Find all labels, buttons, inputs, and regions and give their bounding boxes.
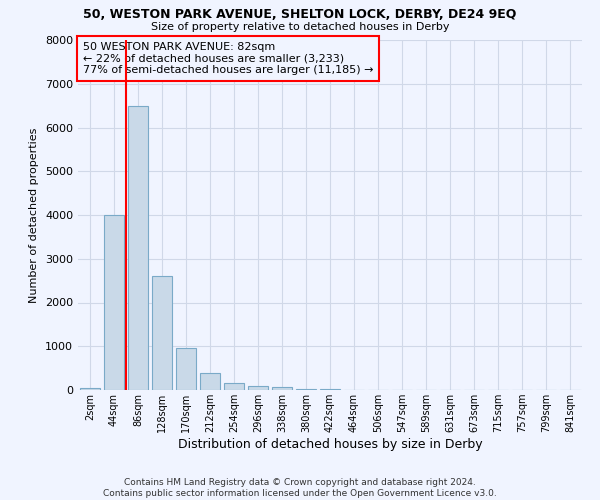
- Text: Contains HM Land Registry data © Crown copyright and database right 2024.
Contai: Contains HM Land Registry data © Crown c…: [103, 478, 497, 498]
- Bar: [80, 388, 100, 390]
- Bar: [248, 386, 268, 390]
- Bar: [200, 372, 220, 390]
- Bar: [296, 388, 316, 390]
- Bar: [104, 215, 124, 390]
- Text: 50, WESTON PARK AVENUE, SHELTON LOCK, DERBY, DE24 9EQ: 50, WESTON PARK AVENUE, SHELTON LOCK, DE…: [83, 8, 517, 20]
- Text: Size of property relative to detached houses in Derby: Size of property relative to detached ho…: [151, 22, 449, 32]
- X-axis label: Distribution of detached houses by size in Derby: Distribution of detached houses by size …: [178, 438, 482, 451]
- Bar: [152, 276, 172, 390]
- Bar: [128, 106, 148, 390]
- Bar: [224, 384, 244, 390]
- Bar: [176, 348, 196, 390]
- Text: 50 WESTON PARK AVENUE: 82sqm
← 22% of detached houses are smaller (3,233)
77% of: 50 WESTON PARK AVENUE: 82sqm ← 22% of de…: [83, 42, 374, 75]
- Bar: [272, 387, 292, 390]
- Y-axis label: Number of detached properties: Number of detached properties: [29, 128, 40, 302]
